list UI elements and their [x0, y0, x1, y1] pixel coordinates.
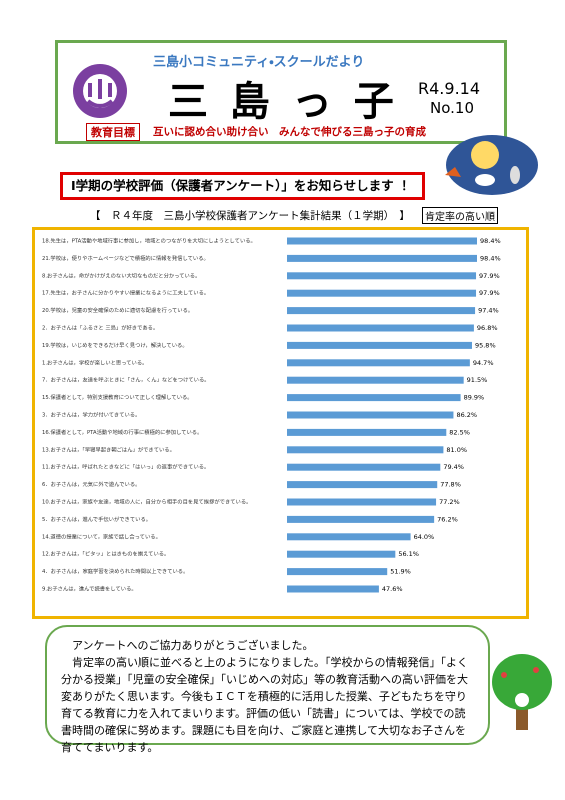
value-label: 89.9%	[464, 394, 485, 402]
category-label: 17.先生は，お子さんに分かりやすい授業になるように工夫している。	[42, 289, 209, 297]
value-label: 77.8%	[440, 481, 461, 489]
category-label: 16.保護者として，PTA活動や地域の行事に積極的に参加している。	[42, 428, 202, 436]
moon-illustration	[445, 135, 538, 195]
bar	[287, 568, 388, 576]
bar	[287, 550, 396, 558]
bar	[287, 533, 411, 541]
value-label: 82.5%	[449, 428, 470, 436]
bar	[287, 324, 474, 332]
message-paragraph: アンケートへのご協力ありがとうございました。	[72, 639, 314, 652]
bar	[287, 411, 454, 419]
category-label: 18.先生は，PTA活動や地域行事に参加し，地域とのつながりを大切にしようとして…	[42, 237, 256, 245]
value-label: 76.2%	[437, 515, 458, 523]
bar	[287, 359, 470, 367]
value-label: 56.1%	[398, 550, 419, 558]
bar	[287, 254, 477, 262]
bar	[287, 237, 477, 245]
chart-title: 【 Ｒ４年度 三島小学校保護者アンケート集計結果（１学期） 】	[90, 210, 410, 222]
message-paragraph: 肯定率の高い順に並べると上のようになりました。「学校からの情報発信」「よく分かる…	[61, 656, 468, 754]
category-label: 10.お子さんは，家族や友達，地域の人に，自分から相手の目を見て挨拶ができている…	[42, 498, 251, 506]
value-label: 77.2%	[439, 498, 460, 506]
bar	[287, 376, 464, 384]
value-label: 91.5%	[467, 376, 488, 384]
bar	[287, 515, 435, 523]
category-label: 5．お子さんは，進んで手伝いができている。	[42, 515, 151, 523]
value-label: 98.4%	[480, 254, 501, 262]
chart-subtitle: 肯定率の高い順	[422, 207, 498, 224]
value-label: 96.8%	[477, 324, 498, 332]
bar	[287, 289, 477, 297]
value-label: 86.2%	[456, 411, 477, 419]
message: アンケートへのご協力ありがとうございました。肯定率の高い順に並べると上のようにな…	[45, 625, 490, 754]
bar	[287, 272, 477, 280]
category-label: 4．お子さんは，家庭学習を決められた時間以上できている。	[42, 567, 188, 575]
bar	[287, 585, 379, 593]
category-label: 3．お子さんは，学力が付いてきている。	[42, 411, 140, 419]
category-label: 6．お子さんは，元気に外で遊んでいる。	[42, 480, 140, 488]
date: R4.9.14	[418, 79, 481, 98]
issue-number: No.10	[430, 99, 474, 117]
bar	[287, 498, 437, 506]
tree-illustration	[492, 654, 552, 730]
chart: 18.先生は，PTA活動や地域行事に参加し，地域とのつながりを大切にしようとして…	[32, 227, 529, 619]
category-label: 14.道徳の授業について，家族で話し合っている。	[42, 532, 161, 540]
category-label: 7．お子さんは，友達を呼ぶときに「さん，くん」などをつけている。	[42, 376, 210, 384]
bar	[287, 463, 441, 471]
title: 三 島 っ 子	[168, 79, 398, 125]
section-title: Ⅰ学期の学校評価（保護者アンケート）」をお知らせします ！	[60, 172, 425, 200]
value-label: 98.4%	[480, 237, 501, 245]
value-label: 47.6%	[382, 585, 403, 593]
value-label: 79.4%	[443, 463, 464, 471]
category-label: 13.お子さんは，「早寝早起き朝ごはん」ができている。	[42, 445, 175, 453]
category-label: 1.お子さんは，学校が楽しいと思っている。	[42, 358, 147, 366]
value-label: 94.7%	[473, 359, 494, 367]
bar	[287, 307, 476, 315]
bar	[287, 428, 447, 436]
category-label: 11.お子さんは，呼ばれたときなどに「はいっ」の返事ができている。	[42, 463, 209, 471]
header: 三島小コミュニティ・スクールだより 三 島 っ 子 R4.9.14 No.10 …	[55, 40, 507, 144]
category-label: 9.お子さんは，進んで読書をしている。	[42, 585, 137, 593]
category-label: 2．お子さんは「ふるさと 三島」が好きである。	[42, 324, 158, 332]
bar	[287, 341, 472, 349]
value-label: 81.0%	[446, 446, 467, 454]
category-label: 21.学校は，便りやホームページなどで積極的に情報を発信している。	[42, 254, 209, 262]
goal: 互いに認め合い助け合い みんなで伸びる三島っ子の育成	[153, 126, 426, 138]
value-label: 51.9%	[390, 568, 411, 576]
chart-frame	[32, 227, 529, 619]
bar	[287, 394, 461, 402]
value-label: 97.9%	[479, 289, 500, 297]
value-label: 97.4%	[478, 307, 499, 315]
bar	[287, 481, 438, 489]
value-label: 97.9%	[479, 272, 500, 280]
goal-label: 教育目標	[86, 123, 140, 141]
bar	[287, 446, 444, 454]
category-label: 19.学校は，いじめをできるだけ早く見つけ，解決している。	[42, 341, 188, 349]
category-label: 15.保護者として，特別支援教育について正しく理解している。	[42, 393, 193, 401]
newsletter-name: 三島小コミュニティ・スクールだより	[153, 55, 365, 70]
category-label: 20.学校は，児童の安全確保のために適切な配慮を行っている。	[42, 306, 193, 314]
category-label: 12.お子さんは，「ピタッ」とはきものを揃えている。	[42, 550, 169, 558]
school-logo	[73, 64, 127, 118]
value-label: 64.0%	[414, 533, 435, 541]
value-label: 95.8%	[475, 341, 496, 349]
category-label: 8.お子さんは，命がかけがえのない大切なものだと分かっている。	[42, 271, 200, 279]
